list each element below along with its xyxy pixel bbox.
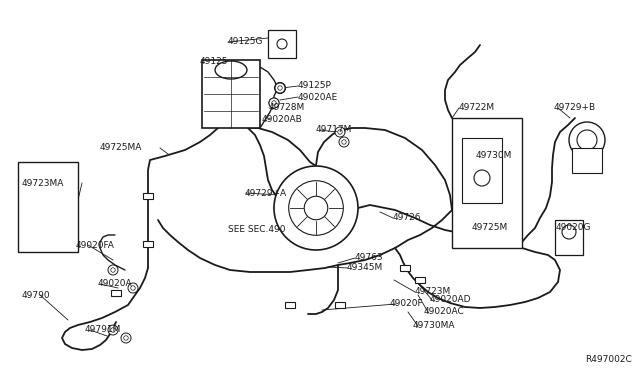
Text: 49020G: 49020G — [556, 224, 591, 232]
Bar — [111, 290, 121, 296]
Circle shape — [108, 325, 118, 335]
Bar — [400, 265, 410, 271]
Bar — [415, 277, 425, 283]
Text: 49790: 49790 — [22, 291, 51, 299]
Bar — [143, 193, 153, 199]
Text: 49730M: 49730M — [476, 151, 513, 160]
Bar — [452, 118, 522, 248]
Text: 49345M: 49345M — [347, 263, 383, 273]
Text: 49729+A: 49729+A — [245, 189, 287, 198]
Text: 49726: 49726 — [393, 214, 422, 222]
Circle shape — [269, 98, 279, 108]
Circle shape — [474, 170, 490, 186]
Circle shape — [124, 336, 128, 340]
Circle shape — [277, 39, 287, 49]
Circle shape — [274, 166, 358, 250]
Circle shape — [304, 196, 328, 220]
Bar — [285, 302, 295, 308]
Circle shape — [289, 181, 343, 235]
Circle shape — [569, 122, 605, 158]
Text: 49020F: 49020F — [390, 299, 424, 308]
Text: 49763: 49763 — [355, 253, 383, 263]
Circle shape — [128, 283, 138, 293]
Text: 49020AB: 49020AB — [262, 115, 303, 124]
Circle shape — [338, 130, 342, 134]
Text: 49728M: 49728M — [269, 103, 305, 112]
Text: 49125G: 49125G — [228, 38, 264, 46]
Text: 49729+B: 49729+B — [554, 103, 596, 112]
Bar — [18, 162, 78, 252]
Circle shape — [577, 130, 597, 150]
Text: 49730MA: 49730MA — [413, 321, 456, 330]
Text: 49020AE: 49020AE — [298, 93, 339, 102]
Circle shape — [111, 328, 115, 332]
Circle shape — [335, 127, 345, 137]
Circle shape — [108, 265, 118, 275]
Circle shape — [342, 140, 346, 144]
Circle shape — [562, 225, 576, 239]
Bar — [462, 138, 502, 203]
Bar — [268, 30, 296, 58]
Text: R497002C: R497002C — [585, 355, 632, 364]
Text: 49020AD: 49020AD — [430, 295, 472, 305]
Text: SEE SEC.490: SEE SEC.490 — [228, 225, 285, 234]
Bar — [572, 148, 602, 173]
Text: 49725M: 49725M — [472, 224, 508, 232]
Text: 49725MA: 49725MA — [100, 144, 142, 153]
Bar — [202, 60, 260, 128]
Bar — [555, 220, 583, 255]
Text: 49125P: 49125P — [298, 81, 332, 90]
Circle shape — [278, 86, 282, 90]
Bar — [143, 241, 153, 247]
Ellipse shape — [215, 61, 247, 79]
Circle shape — [111, 268, 115, 272]
Text: 49723MA: 49723MA — [22, 179, 65, 187]
Circle shape — [275, 83, 285, 93]
Text: 49791M: 49791M — [85, 326, 122, 334]
Circle shape — [272, 101, 276, 105]
Circle shape — [269, 98, 279, 108]
Text: 49723M: 49723M — [415, 288, 451, 296]
Circle shape — [121, 333, 131, 343]
Text: 49722M: 49722M — [459, 103, 495, 112]
Bar — [335, 302, 345, 308]
Text: 49020A: 49020A — [98, 279, 132, 289]
Text: 49020AC: 49020AC — [424, 308, 465, 317]
Circle shape — [275, 83, 285, 93]
Circle shape — [131, 286, 135, 290]
Circle shape — [339, 137, 349, 147]
Text: 49125: 49125 — [200, 58, 228, 67]
Text: 49020FA: 49020FA — [76, 241, 115, 250]
Text: 49717M: 49717M — [316, 125, 353, 135]
